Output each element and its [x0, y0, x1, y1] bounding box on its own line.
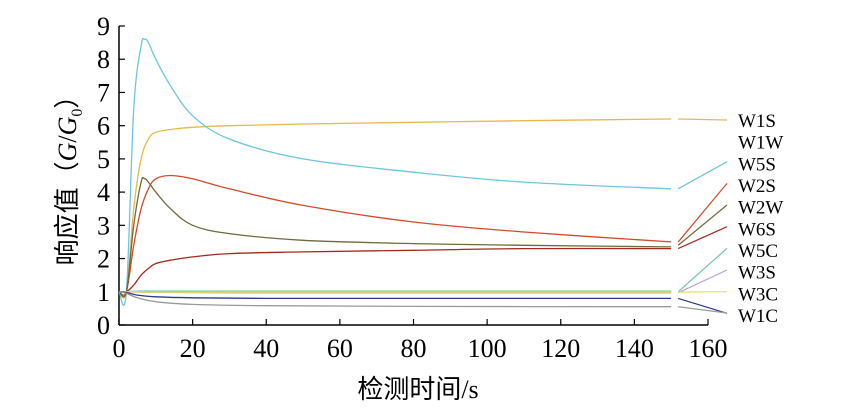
leader-line-w6s [677, 247, 728, 293]
leader-line-w3c [678, 297, 728, 314]
y-tick-label: 5 [97, 145, 110, 174]
series-line-w2s [118, 176, 672, 298]
legend-label-w3c: W3C [738, 284, 778, 305]
leader-line-w1w [677, 161, 728, 190]
y-tick-label: 7 [97, 78, 110, 107]
series-line-w1c [118, 291, 672, 308]
leader-line-w1c [678, 306, 728, 314]
y-axis-title: 响应值（G/G0） [53, 83, 86, 266]
y-tick-label: 8 [97, 45, 110, 74]
leader-line-w2s [677, 204, 728, 246]
legend-label-w5c: W5C [738, 241, 778, 262]
x-tick-label: 20 [180, 334, 206, 363]
legend-label-w2s: W2S [738, 176, 776, 197]
series-line-w1s [118, 118, 672, 299]
legend-label-w2w: W2W [738, 198, 783, 219]
x-axis-title: 检测时间/s [357, 375, 478, 404]
legend-label-w1s: W1S [738, 111, 776, 132]
legend-label-w1w: W1W [738, 133, 783, 154]
axes [118, 26, 708, 326]
y-tick-label: 2 [97, 245, 110, 274]
x-tick-label: 160 [689, 334, 728, 363]
series-line-w3c [118, 291, 672, 300]
y-tick-label: 3 [97, 211, 110, 240]
x-tick-label: 60 [327, 334, 353, 363]
legend-leader-lines [677, 118, 728, 314]
series-line-w2w [118, 247, 672, 293]
x-tick-label: 120 [541, 334, 580, 363]
leader-line-w5s [677, 182, 728, 243]
legend-label-w6s: W6S [738, 219, 776, 240]
y-tick-label: 0 [97, 311, 110, 340]
series-line-w1w [118, 37, 672, 306]
series-line-w5s [118, 174, 672, 296]
legend-label-w1c: W1C [738, 306, 778, 327]
x-tick-label: 40 [253, 334, 279, 363]
series-lines [118, 37, 672, 308]
y-tick-label: 1 [97, 278, 110, 307]
x-tick-label: 80 [401, 334, 427, 363]
x-tick-label: 100 [468, 334, 507, 363]
legend-label-w3s: W3S [738, 263, 776, 284]
y-tick-label: 9 [97, 12, 110, 41]
legend-label-w5s: W5S [738, 154, 776, 175]
leader-line-w1s [678, 118, 728, 121]
leader-line-w5c [677, 269, 728, 294]
x-tick-label: 140 [615, 334, 654, 363]
y-tick-label: 6 [97, 112, 110, 141]
leader-line-w2w [677, 226, 728, 250]
y-tick-label: 4 [97, 178, 110, 207]
x-tick-label: 0 [113, 334, 126, 363]
